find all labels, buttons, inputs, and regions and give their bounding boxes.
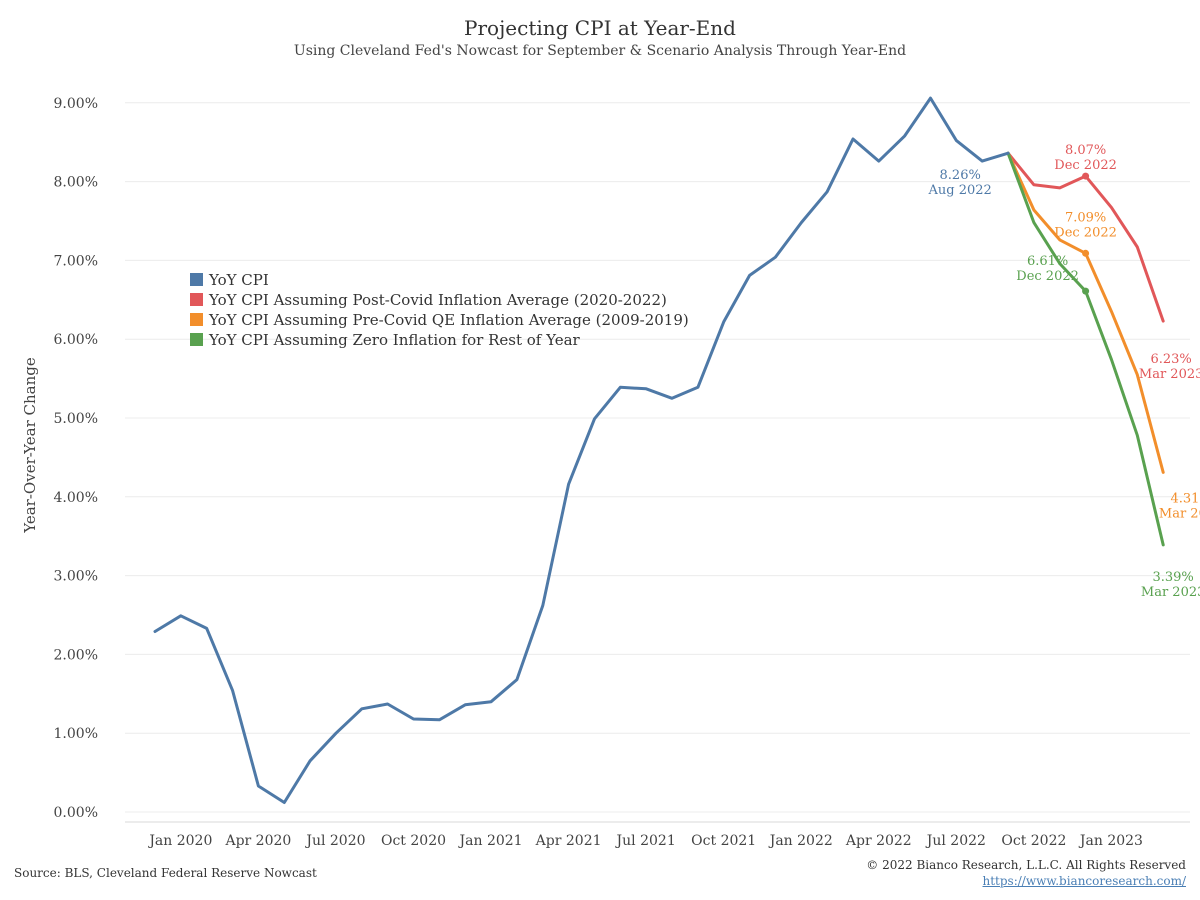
- x-tick-label: Jul 2021: [615, 833, 676, 849]
- x-tick-label: Jan 2020: [147, 833, 212, 849]
- annotation-date: Dec 2022: [1016, 269, 1079, 284]
- x-tick-label: Jan 2022: [768, 833, 833, 849]
- footer-source: Source: BLS, Cleveland Federal Reserve N…: [14, 866, 317, 880]
- x-tick-label: Oct 2022: [1001, 833, 1066, 849]
- x-tick-label: Oct 2021: [691, 833, 756, 849]
- legend: YoY CPI YoY CPI Assuming Post-Covid Infla…: [190, 271, 689, 349]
- y-tick-label: 4.00%: [54, 490, 98, 506]
- y-tick-label: 0.00%: [54, 805, 98, 821]
- x-tick-label: Oct 2020: [381, 833, 446, 849]
- chart-title: Projecting CPI at Year-End: [464, 16, 736, 40]
- y-tick-label: 5.00%: [54, 411, 98, 427]
- x-tick-label: Apr 2021: [535, 833, 602, 849]
- legend-label: YoY CPI Assuming Post-Covid Inflation Av…: [208, 291, 667, 309]
- series-line-2: [1006, 151, 1165, 474]
- legend-swatch: [190, 273, 203, 286]
- chart-subtitle: Using Cleveland Fed's Nowcast for Septem…: [293, 43, 907, 59]
- legend-label: YoY CPI Assuming Pre-Covid QE Inflation …: [208, 311, 689, 329]
- annotation-value: 8.07%: [1065, 143, 1106, 158]
- x-tick-label: Jul 2020: [304, 833, 365, 849]
- annotation-date: Mar 2023: [1141, 585, 1200, 600]
- annotation-date: Mar 2023: [1159, 506, 1200, 521]
- series-lines: [153, 96, 1165, 804]
- legend-swatch: [190, 313, 203, 326]
- legend-swatch: [190, 293, 203, 306]
- y-tick-label: 9.00%: [54, 96, 98, 112]
- annotation-value: 6.23%: [1150, 352, 1191, 367]
- annotation-value: 6.61%: [1027, 254, 1068, 269]
- legend-swatch: [190, 333, 203, 346]
- annotation-value: 8.26%: [940, 168, 981, 183]
- series-line-0: [153, 96, 1010, 804]
- footer-link[interactable]: https://www.biancoresearch.com/: [982, 874, 1186, 888]
- annotation-value: 4.31%: [1170, 491, 1200, 506]
- annotation-value: 3.39%: [1152, 570, 1193, 585]
- x-axis-ticks: Jan 2020 Apr 2020 Jul 2020 Oct 2020 Jan 2021…: [147, 833, 1143, 849]
- annotation-value: 7.09%: [1065, 210, 1106, 225]
- x-tick-label: Apr 2022: [845, 833, 912, 849]
- y-tick-label: 6.00%: [54, 332, 98, 348]
- x-tick-label: Jan 2023: [1078, 833, 1143, 849]
- legend-label: YoY CPI: [208, 271, 269, 289]
- y-tick-label: 2.00%: [54, 647, 98, 663]
- y-tick-label: 7.00%: [54, 253, 98, 269]
- y-tick-label: 1.00%: [54, 726, 98, 742]
- annotation-marker: [1082, 172, 1090, 180]
- annotation-marker: [1082, 287, 1090, 295]
- legend-label: YoY CPI Assuming Zero Inflation for Rest…: [208, 331, 581, 349]
- annotation-date: Aug 2022: [928, 183, 992, 198]
- y-axis-label: Year-Over-Year Change: [21, 357, 39, 534]
- y-axis-ticks: 0.00% 1.00% 2.00% 3.00% 4.00% 5.00% 6.00% 7.00%…: [54, 96, 98, 821]
- gridlines: [125, 102, 1190, 823]
- annotation-date: Mar 2023: [1139, 367, 1200, 382]
- x-tick-label: Jul 2022: [925, 833, 986, 849]
- annotation-date: Dec 2022: [1054, 158, 1117, 173]
- x-tick-label: Jan 2021: [458, 833, 523, 849]
- annotation-marker: [1082, 249, 1090, 257]
- footer-copyright: © 2022 Bianco Research, L.L.C. All Right…: [866, 858, 1186, 872]
- y-tick-label: 8.00%: [54, 175, 98, 191]
- annotation-date: Dec 2022: [1054, 225, 1117, 240]
- x-tick-label: Apr 2020: [224, 833, 291, 849]
- y-tick-label: 3.00%: [54, 569, 98, 585]
